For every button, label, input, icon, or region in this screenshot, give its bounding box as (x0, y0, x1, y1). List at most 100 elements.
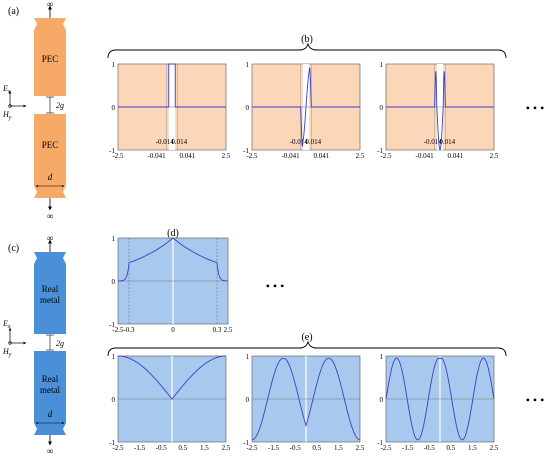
y-tick-label: 0 (380, 396, 384, 404)
infinity-symbol-bottom: ∞ (47, 211, 53, 221)
x-tick-label: 0.5 (312, 444, 321, 452)
x-tick-label: 0.014 (305, 138, 321, 146)
panel-label-a: (a) (8, 6, 19, 17)
y-tick-label: 0 (246, 396, 250, 404)
x-tick-label: -2.5 (246, 152, 258, 160)
x-tick-label: 1.5 (200, 444, 209, 452)
x-tick-label: 0.041 (314, 152, 330, 160)
y-tick-label: 0 (112, 396, 116, 404)
x-tick-label: 1.5 (468, 444, 477, 452)
x-tick-label: 0.3 (213, 326, 222, 334)
ellipsis-d: • • • (266, 279, 285, 293)
pec-block-top (34, 18, 66, 96)
y-tick-label: -1 (109, 321, 115, 329)
x-tick-label: 0.014 (439, 138, 455, 146)
y-tick-label: 1 (112, 61, 116, 69)
infinity-symbol-bottom-c: ∞ (47, 446, 53, 456)
width-label: d (48, 172, 53, 182)
metal-label-bottom-1: Real (42, 374, 59, 384)
y-tick-label: -1 (243, 147, 249, 155)
x-tick-label: -1.5 (268, 444, 280, 452)
x-tick-label: 0.014 (171, 138, 187, 146)
pec-label-bottom: PEC (42, 140, 59, 150)
x-tick-label: -0.041 (416, 152, 435, 160)
origin-dot-c (8, 341, 12, 345)
y-tick-label: -1 (377, 439, 383, 447)
x-tick-label: -0.014 (290, 138, 309, 146)
x-tick-label: -0.014 (156, 138, 175, 146)
x-tick-label: -2.5 (380, 152, 392, 160)
plot-d: 1 0 -1-2.5 -0.3 0 0.3 2.5 (109, 235, 233, 334)
series-line (251, 357, 361, 441)
series-line (117, 237, 229, 282)
width-label-c: d (48, 409, 53, 419)
x-tick-label: -0.5 (290, 444, 302, 452)
x-tick-label: -0.041 (282, 152, 301, 160)
h-label-a: Hy (2, 110, 12, 121)
panel-label-c: (c) (8, 243, 19, 254)
brace-b (107, 42, 507, 59)
x-tick-label: 2.5 (224, 326, 233, 334)
series-line (252, 67, 360, 147)
x-tick-label: -0.5 (156, 444, 168, 452)
x-tick-label: -2.5 (112, 444, 124, 452)
series-line (385, 357, 495, 441)
gap-label: 2g (56, 101, 64, 110)
y-tick-label: 1 (112, 353, 116, 361)
plot-e3: 1 0 -1-2.5 -1.5 -0.5 0.5 1.5 2.5 (377, 353, 499, 452)
ellipsis-e: • • • (526, 393, 545, 407)
y-tick-label: 1 (246, 61, 250, 69)
plot-e2: 1 0 -1-2.5 -1.5 -0.5 0.5 1.5 2.5 (243, 353, 365, 452)
y-tick-label: 0 (112, 104, 116, 112)
field-axes-c: Ex Hy (2, 319, 27, 358)
x-tick-label: 0 (171, 326, 175, 334)
x-tick-label: 2.5 (222, 152, 231, 160)
e-label-c: Ex (2, 319, 11, 330)
e-label-a: Ex (2, 84, 11, 95)
x-tick-label: -2.5 (246, 444, 258, 452)
x-tick-label: -2.5 (112, 152, 124, 160)
series-line (386, 71, 494, 151)
x-tick-label: -2.5 (380, 444, 392, 452)
x-tick-label: -0.5 (424, 444, 436, 452)
x-tick-label: 2.5 (490, 444, 499, 452)
y-tick-label: -1 (377, 147, 383, 155)
x-tick-label: 0.041 (448, 152, 464, 160)
infinity-symbol-top-c: ∞ (47, 233, 53, 243)
x-tick-label: -0.014 (424, 138, 443, 146)
h-label-c: Hy (2, 347, 12, 358)
panel-label-e: (e) (301, 332, 312, 343)
x-tick-label: 0.041 (180, 152, 196, 160)
pec-structure: ∞ ∞ PEC PEC 2g d ∞ Ex Hy (2, 0, 66, 221)
metal-block-bottom (34, 351, 66, 435)
metal-label-bottom-2: metal (40, 385, 60, 395)
infinity-symbol-top: ∞ (47, 0, 53, 9)
y-tick-label: 1 (380, 61, 384, 69)
x-tick-label: 1.5 (334, 444, 343, 452)
y-tick-label: 0 (246, 104, 250, 112)
y-tick-label: -1 (243, 439, 249, 447)
metal-block-top (34, 252, 66, 334)
metal-structure: ∞ Real metal Real metal 2g d ∞ Ex Hy (2, 233, 66, 456)
series-line (118, 355, 226, 400)
ellipsis-b: • • • (526, 101, 545, 115)
x-tick-label: 2.5 (356, 444, 365, 452)
x-tick-label: -0.041 (148, 152, 167, 160)
brace-e (107, 340, 507, 357)
field-axes-a: Ex Hy (2, 84, 27, 121)
x-tick-label: -1.5 (402, 444, 414, 452)
series-line (118, 63, 226, 108)
metal-label-top-1: Real (42, 284, 59, 294)
y-tick-label: 0 (380, 104, 384, 112)
x-tick-label: 2.5 (490, 152, 499, 160)
panel-label-d: (d) (167, 228, 179, 239)
x-tick-label: 2.5 (222, 444, 231, 452)
x-tick-label: 0.5 (446, 444, 455, 452)
x-tick-label: -0.3 (123, 326, 135, 334)
plot-e1: 1 0 -1-2.5 -1.5 -0.5 0.5 1.5 2.5 (109, 353, 231, 452)
y-tick-label: 1 (246, 353, 250, 361)
y-tick-label: -1 (109, 439, 115, 447)
